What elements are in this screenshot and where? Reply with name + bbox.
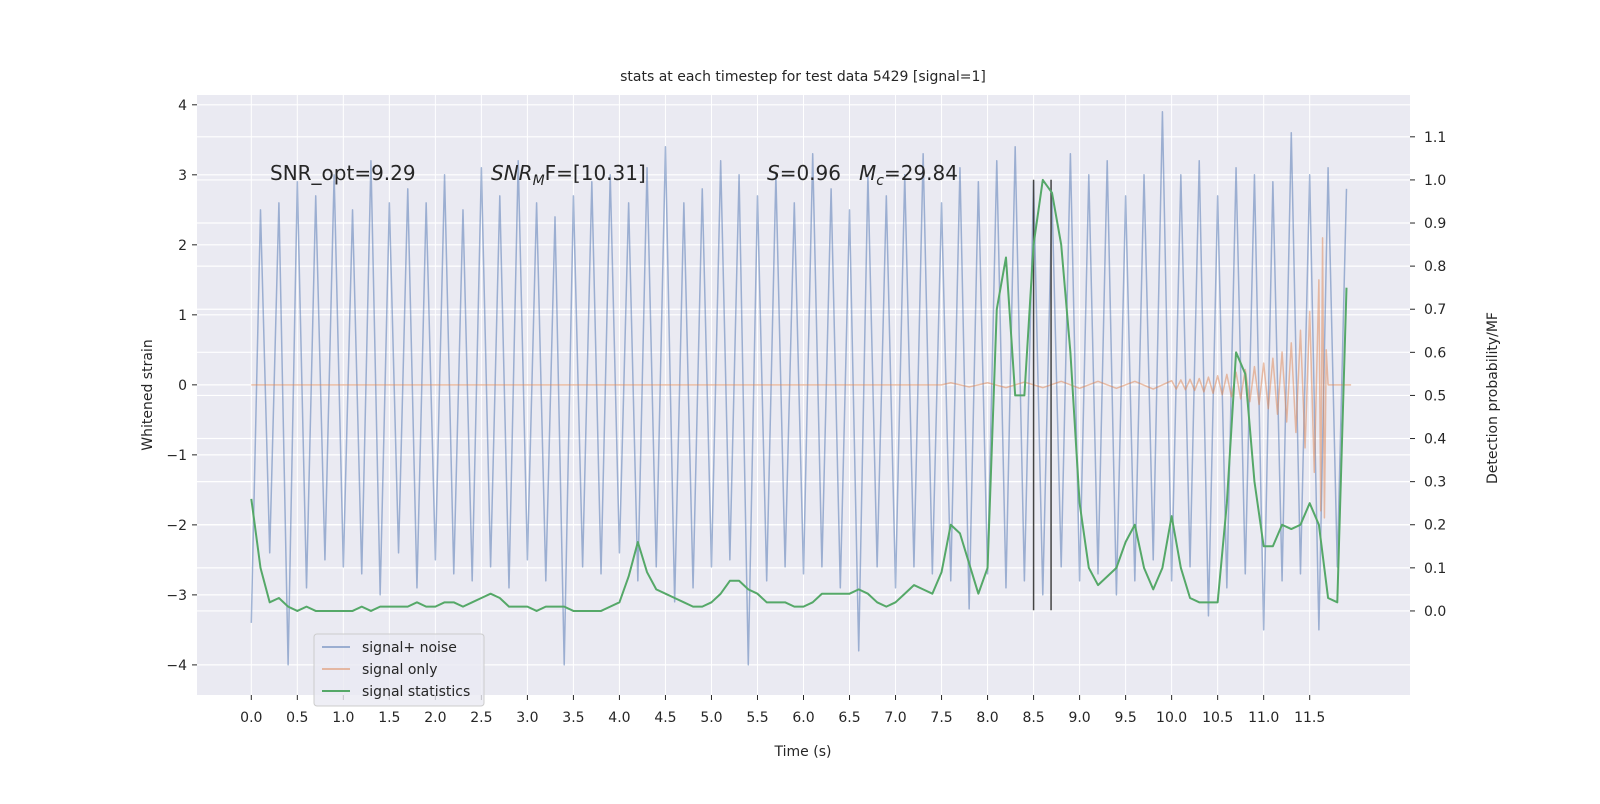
legend: signal+ noise signal only signal statistic… (313, 633, 485, 707)
x-tick-label: 6.5 (838, 710, 860, 726)
series-line (250, 178, 1348, 612)
annotation-part: =0.96 (780, 161, 841, 185)
x-tick-label: 9.0 (1068, 710, 1090, 726)
x-tick-label: 7.0 (884, 710, 906, 726)
y-tick-label: 4 (178, 98, 187, 114)
x-tick-label: 9.5 (1114, 710, 1136, 726)
x-tick-label: 5.0 (700, 710, 722, 726)
x-tick-label: 1.0 (332, 710, 354, 726)
legend-label: signal statistics (362, 684, 470, 700)
x-tick-label: 10.0 (1156, 710, 1187, 726)
annotation: SNR_opt=9.29 (270, 161, 416, 185)
x-tick-label: 3.0 (516, 710, 538, 726)
x-tick-label: 4.0 (608, 710, 630, 726)
y-axis-label: Whitened strain (140, 339, 156, 450)
y-tick-label: −4 (166, 658, 187, 674)
annotations: SNR_opt=9.29 SNRMF=[10.31] S=0.96 Mc=29.… (270, 161, 958, 189)
annotation: Mc=29.84 (859, 161, 958, 189)
series-line (251, 237, 1352, 519)
annotation-part: M (859, 161, 876, 185)
y-tick-label: 1 (178, 308, 187, 324)
chart-title: stats at each timestep for test data 542… (620, 69, 986, 85)
annotation: SNRMF=[10.31] (491, 161, 646, 189)
x-tick-label: 2.0 (424, 710, 446, 726)
x-tick-label: 8.5 (1022, 710, 1044, 726)
x-tick-label: 7.5 (930, 710, 952, 726)
x-axis-label: Time (s) (774, 744, 832, 760)
x-tick-label: 0.0 (240, 710, 262, 726)
y2-tick-label: 0.5 (1424, 388, 1446, 404)
y2-tick-label: 0.6 (1424, 345, 1446, 361)
annotation-part: M (533, 173, 545, 189)
x-tick-label: 6.0 (792, 710, 814, 726)
x-tick-label: 1.5 (378, 710, 400, 726)
y-tick-label: −1 (166, 448, 187, 464)
x-tick-label: 10.5 (1202, 710, 1233, 726)
annotation-part: S (767, 161, 780, 185)
y2-tick-label: 0.8 (1424, 259, 1446, 275)
y-tick-label: −3 (166, 588, 187, 604)
y2-tick-label: 0.9 (1424, 216, 1446, 232)
annotation-part: c (876, 173, 884, 189)
y-tick-label: 2 (178, 238, 187, 254)
legend-label: signal only (362, 662, 437, 678)
x-tick-label: 8.0 (976, 710, 998, 726)
annotation: S=0.96 (767, 161, 841, 185)
y2-tick-label: 0.7 (1424, 302, 1446, 318)
annotation-part: F=[10.31] (545, 161, 646, 185)
x-tick-label: 11.5 (1294, 710, 1325, 726)
x-tick-label: 3.5 (562, 710, 584, 726)
y2-tick-label: 0.0 (1424, 604, 1446, 620)
y2-tick-label: 1.1 (1424, 130, 1446, 146)
y-tick-label: 0 (178, 378, 187, 394)
legend-label: signal+ noise (362, 640, 457, 656)
lines (250, 111, 1352, 666)
y2-tick-label: 0.4 (1424, 432, 1446, 448)
y2-tick-label: 0.3 (1424, 475, 1446, 491)
x-tick-label: 5.5 (746, 710, 768, 726)
y-tick-label: 3 (178, 168, 187, 184)
y2-tick-label: 1.0 (1424, 173, 1446, 189)
y-tick-label: −2 (166, 518, 187, 534)
y2-tick-label: 0.1 (1424, 561, 1446, 577)
annotation-part: =29.84 (884, 161, 958, 185)
annotation-part: SNR (491, 161, 533, 185)
y2-tick-label: 0.2 (1424, 518, 1446, 534)
y2-axis-label: Detection probability/MF (1485, 312, 1501, 484)
x-tick-label: 0.5 (286, 710, 308, 726)
x-tick-label: 11.0 (1248, 710, 1279, 726)
legend-box (313, 633, 485, 707)
series-line (250, 111, 1348, 666)
x-tick-label: 4.5 (654, 710, 676, 726)
x-tick-label: 2.5 (470, 710, 492, 726)
